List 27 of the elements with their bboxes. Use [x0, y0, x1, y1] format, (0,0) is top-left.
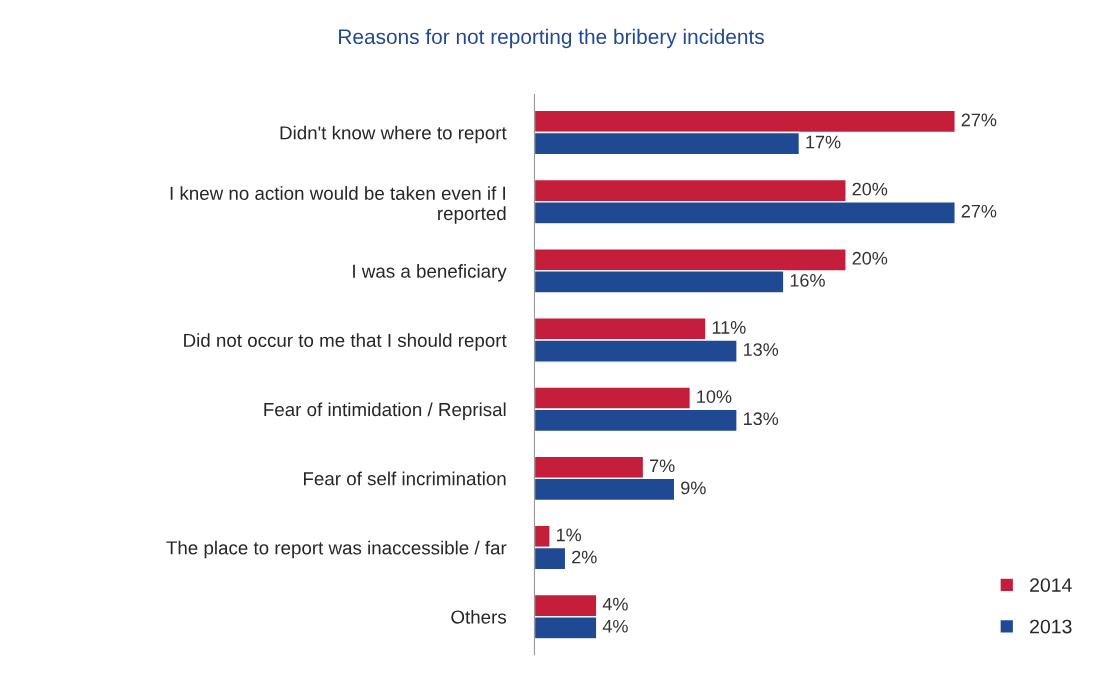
data-label: 2%	[572, 550, 597, 564]
data-label: 13%	[743, 412, 779, 426]
data-label: 13%	[743, 343, 779, 356]
chart-title: Reasons for not reporting the bribery incidents	[339, 28, 764, 49]
data-label: 1%	[556, 528, 582, 542]
data-label: 20%	[852, 182, 888, 196]
legend-label: 2014	[1030, 578, 1072, 592]
data-label: 17%	[806, 135, 841, 149]
data-label: 9%	[681, 481, 706, 495]
y-tick-label: I knew no action would be taken even if I reported	[170, 186, 506, 224]
data-label: 11%	[712, 321, 746, 334]
data-label: 7%	[650, 459, 675, 473]
data-label: 4%	[602, 619, 628, 633]
y-tick-label: Didn't know where to report	[280, 125, 507, 144]
data-label: 4%	[602, 597, 628, 611]
data-label: 27%	[961, 113, 997, 127]
y-tick-label: The place to report was inaccessible / far	[166, 540, 507, 559]
y-tick-label: Fear of self incrimination	[304, 471, 506, 486]
data-label: 27%	[961, 204, 997, 218]
data-label: 10%	[697, 390, 732, 403]
data-label: 16%	[790, 274, 825, 287]
y-tick-label: I was a beneficiary	[353, 264, 507, 282]
data-label: 20%	[852, 251, 888, 265]
y-tick-label: Fear of intimidation / Reprisal	[264, 402, 506, 420]
y-tick-label: Others	[451, 609, 507, 624]
y-tick-label: Did not occur to me that I should report	[184, 333, 507, 351]
legend-label: 2013	[1030, 619, 1072, 634]
